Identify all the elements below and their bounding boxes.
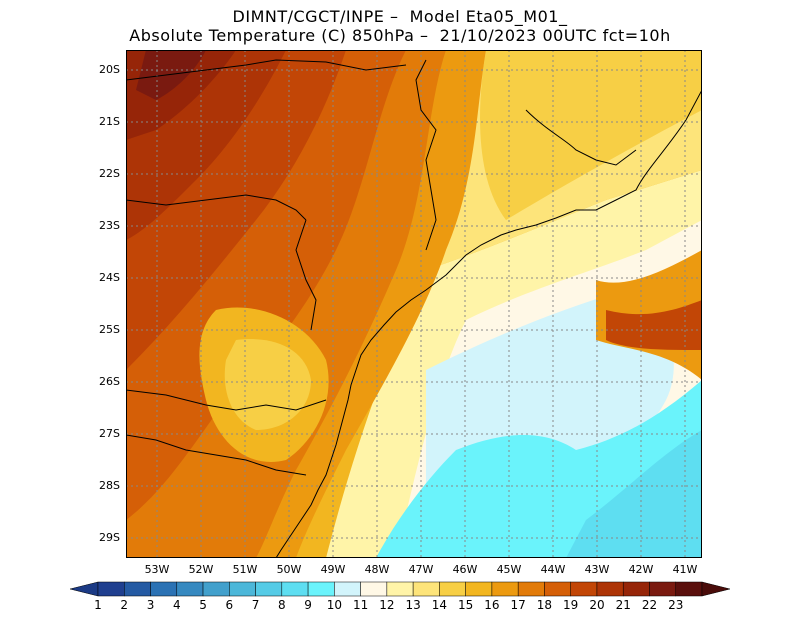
colorbar-tick-label: 5 [199, 598, 207, 612]
field-19 [606, 300, 702, 350]
lat-tick-label: 22S [99, 167, 120, 180]
lon-tick-label: 48W [364, 563, 390, 576]
colorbar-tick-label: 21 [615, 598, 631, 612]
lon-tick-label: 44W [540, 563, 566, 576]
temperature-map [126, 50, 702, 558]
lon-tick-label: 46W [452, 563, 478, 576]
colorbar-swatch [596, 581, 624, 597]
colorbar-swatch [97, 581, 125, 597]
colorbar-tick-label: 14 [431, 598, 448, 612]
colorbar-swatch [255, 581, 283, 597]
lon-tick-label: 52W [188, 563, 214, 576]
colorbar-tick-label: 7 [251, 598, 260, 612]
colorbar-tick-label: 16 [484, 598, 500, 612]
lon-tick-label: 47W [408, 563, 434, 576]
colorbar-tick-label: 8 [277, 598, 286, 612]
lat-tick-label: 23S [99, 219, 120, 232]
coastline [126, 59, 702, 558]
colorbar-swatch [622, 581, 650, 597]
lon-tick-label: 42W [628, 563, 654, 576]
colorbar-tick-label: 23 [668, 598, 684, 612]
colorbar-swatch [386, 581, 414, 597]
colorbar-tick-label: 3 [146, 598, 155, 612]
colorbar-tick-label: 19 [563, 598, 579, 612]
colorbar-swatch [281, 581, 309, 597]
colorbar [70, 581, 730, 597]
colorbar-swatch [150, 581, 178, 597]
colorbar-swatch [439, 581, 466, 597]
colorbar-swatch [334, 581, 361, 597]
lon-tick-label: 51W [232, 563, 258, 576]
map-title: DIMNT/CGCT/INPE – Model Eta05_M01_ [232, 7, 568, 26]
colorbar-swatch [360, 581, 388, 597]
colorbar-swatch [124, 581, 151, 597]
colorbar-tick-label: 13 [405, 598, 421, 612]
colorbar-tick-label: 18 [536, 598, 553, 612]
colorbar-tick-label: 22 [641, 598, 658, 612]
lat-tick-label: 20S [99, 63, 120, 76]
lat-tick-label: 24S [99, 271, 120, 284]
lat-tick-label: 29S [99, 531, 120, 544]
field-22 [136, 50, 206, 100]
grid-lines [126, 50, 702, 558]
colorbar-tick-label: 15 [458, 598, 474, 612]
colorbar-swatch [412, 581, 440, 597]
lat-tick-label: 21S [99, 115, 120, 128]
lon-tick-label: 43W [584, 563, 610, 576]
colorbar-tick-label: 9 [304, 598, 312, 612]
colorbar-swatch [176, 581, 204, 597]
colorbar-tick-label: 12 [379, 598, 395, 612]
colorbar-swatch [675, 581, 703, 597]
colorbar-tick-label: 2 [120, 598, 129, 612]
colorbar-swatch [491, 581, 519, 597]
colorbar-swatch [307, 581, 335, 597]
colorbar-tick-label: 11 [352, 598, 369, 612]
colorbar-tick-label: 1 [94, 598, 102, 612]
map-subtitle: Absolute Temperature (C) 850hPa – 21/10/… [129, 26, 671, 45]
lon-tick-label: 45W [496, 563, 522, 576]
lat-tick-label: 25S [99, 323, 120, 336]
lon-tick-label: 41W [672, 563, 698, 576]
lat-tick-label: 27S [99, 427, 120, 440]
lon-tick-label: 53W [144, 563, 170, 576]
lon-tick-label: 50W [276, 563, 302, 576]
colorbar-swatch [202, 581, 230, 597]
map-border [126, 50, 702, 558]
lat-tick-label: 26S [99, 375, 120, 388]
colorbar-swatch [229, 581, 256, 597]
field-8 [566, 430, 702, 558]
colorbar-swatch [465, 581, 493, 597]
lat-tick-label: 28S [99, 479, 120, 492]
colorbar-swatch [649, 581, 676, 597]
colorbar-tick-label: 10 [326, 598, 342, 612]
colorbar-swatch [544, 581, 571, 597]
colorbar-swatch [517, 581, 545, 597]
colorbar-swatch [570, 581, 598, 597]
colorbar-tick-label: 17 [510, 598, 526, 612]
field-15-north [480, 50, 702, 220]
colorbar-tick-label: 4 [172, 598, 181, 612]
lon-tick-label: 49W [320, 563, 346, 576]
colorbar-tick-label: 20 [589, 598, 605, 612]
colorbar-right-arrow [701, 581, 730, 597]
colorbar-tick-label: 6 [225, 598, 234, 612]
colorbar-left-arrow [70, 581, 99, 597]
